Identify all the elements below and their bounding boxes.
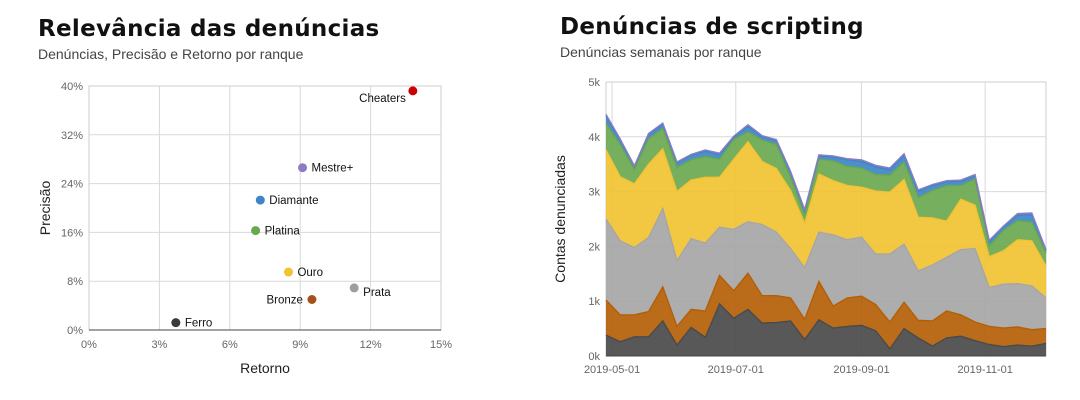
y-tick-label: 40%: [61, 81, 83, 93]
x-tick-label: 2019-05-01: [584, 364, 640, 376]
x-tick-label: 2019-11-01: [957, 364, 1012, 376]
scatter-plot: 0% 3% 6% 9% 12% 15% 0% 8% 16% 24% 32% 40% Retorno Pre…: [37, 81, 452, 376]
area-series-outline: [605, 206, 1047, 299]
plot-area: [88, 85, 442, 331]
x-tick-label: 3%: [151, 339, 167, 351]
area-series: [606, 303, 1046, 356]
point-label: Platina: [265, 226, 301, 238]
x-tick-label: 15%: [430, 339, 452, 351]
point-label: Prata: [363, 287, 391, 299]
point-label: Ouro: [297, 267, 323, 279]
y-tick-label: 0%: [67, 325, 83, 337]
y-tick-label: 4k: [588, 132, 600, 144]
x-tick-label: 2019-09-01: [833, 364, 889, 376]
y-tick-label: 0k: [588, 351, 600, 363]
x-tick-label: 2019-07-01: [708, 364, 764, 376]
y-tick-label: 5k: [588, 77, 600, 89]
area-series: [606, 141, 1046, 298]
x-tick-label: 6%: [222, 339, 238, 351]
scatter-chart-subtitle: Denúncias, Precisão e Retorno por ranque: [38, 46, 304, 62]
scatter-point: [349, 283, 359, 293]
scatter-point: [298, 163, 308, 173]
y-tick-label: 1k: [588, 296, 600, 308]
y-tick-label: 16%: [61, 227, 83, 239]
point-label: Cheaters: [359, 93, 406, 105]
y-axis-title: Contas denunciadas: [552, 155, 568, 283]
point-label: Mestre+: [312, 163, 354, 175]
y-tick-label: 24%: [61, 179, 83, 191]
area-chart-subtitle: Denúncias semanais por ranque: [560, 44, 762, 60]
scatter-point: [283, 267, 293, 277]
area-series-outline: [605, 302, 1047, 351]
y-tick-label: 3k: [588, 187, 600, 199]
x-tick-label: 12%: [360, 339, 382, 351]
y-tick-label: 8%: [67, 276, 83, 288]
scatter-point: [307, 295, 317, 304]
area-chart-title: Denúncias de scripting: [560, 14, 864, 40]
x-tick-label: 9%: [292, 339, 308, 351]
scatter-point: [255, 195, 265, 205]
area-series-outline: [605, 115, 1047, 252]
area-panel: Denúncias de scripting Denúncias semanai…: [540, 0, 1080, 400]
area-series-outline: [605, 113, 1047, 250]
y-tick-label: 32%: [61, 130, 83, 142]
scatter-panel: Relevância das denúncias Denúncias, Prec…: [37, 16, 452, 376]
x-tick-label: 0%: [81, 339, 97, 351]
x-axis-title: Retorno: [240, 360, 290, 376]
point-label: Ferro: [185, 318, 212, 330]
scatter-point: [251, 226, 261, 236]
scatter-point: [171, 318, 181, 328]
area-series-outline: [605, 140, 1047, 267]
scatter-point: [408, 86, 418, 96]
area-series: [606, 273, 1046, 349]
y-tick-label: 2k: [588, 241, 600, 253]
point-label: Diamante: [269, 195, 318, 207]
area-series-outline: [605, 123, 1047, 254]
y-axis-title: Precisão: [37, 181, 53, 236]
scatter-chart-title: Relevância das denúncias: [38, 16, 380, 42]
area-series-outline: [605, 272, 1047, 331]
point-label: Bronze: [266, 295, 302, 307]
area-series: [606, 208, 1046, 330]
stacked-area-plot: 0k 1k 2k 3k 4k 5k 2019-05-01 2019-07-01 2019-09-…: [552, 77, 1047, 376]
area-series: [606, 115, 1046, 253]
